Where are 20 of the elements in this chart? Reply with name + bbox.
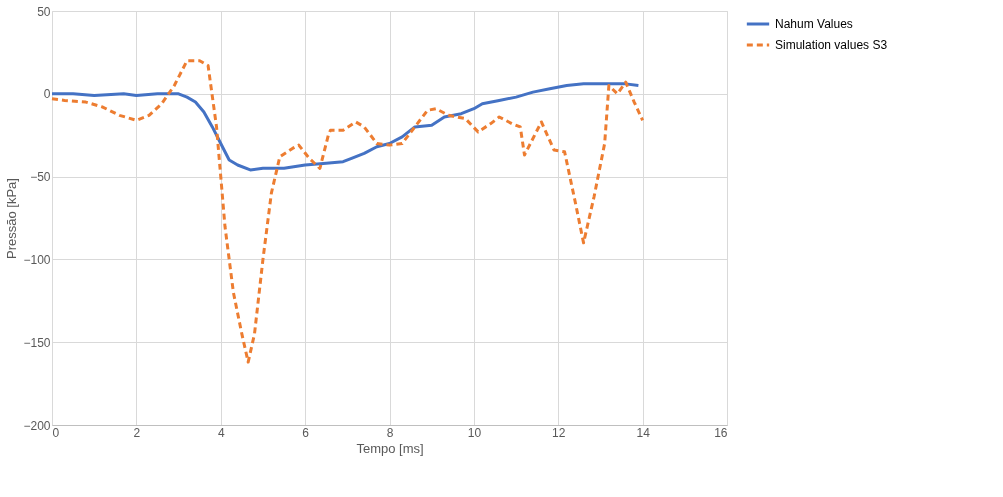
legend-label: Simulation values S3 bbox=[775, 38, 888, 52]
x-tick-label: 14 bbox=[636, 425, 651, 440]
x-tick-label: 2 bbox=[133, 425, 141, 440]
x-tick-label: 16 bbox=[714, 425, 728, 440]
x-tick-label: 12 bbox=[552, 425, 566, 440]
y-tick-label: 0 bbox=[43, 87, 51, 102]
x-axis-title: Tempo [ms] bbox=[356, 440, 424, 456]
x-tick-label: 10 bbox=[467, 425, 482, 440]
x-tick-label: 8 bbox=[386, 425, 394, 440]
line-series bbox=[50, 82, 640, 172]
y-tick-label: −200 bbox=[23, 418, 51, 433]
x-tick-label: 4 bbox=[217, 425, 225, 440]
line-series bbox=[50, 59, 645, 364]
x-tick-label: 6 bbox=[302, 425, 310, 440]
y-tick-label: −100 bbox=[23, 252, 51, 267]
y-tick-label: 50 bbox=[37, 4, 51, 19]
legend-label: Nahum Values bbox=[775, 17, 853, 31]
y-tick-label: −50 bbox=[30, 170, 51, 185]
y-tick-label: −150 bbox=[23, 335, 51, 350]
y-axis-title: Pressão [kPa] bbox=[4, 178, 20, 259]
